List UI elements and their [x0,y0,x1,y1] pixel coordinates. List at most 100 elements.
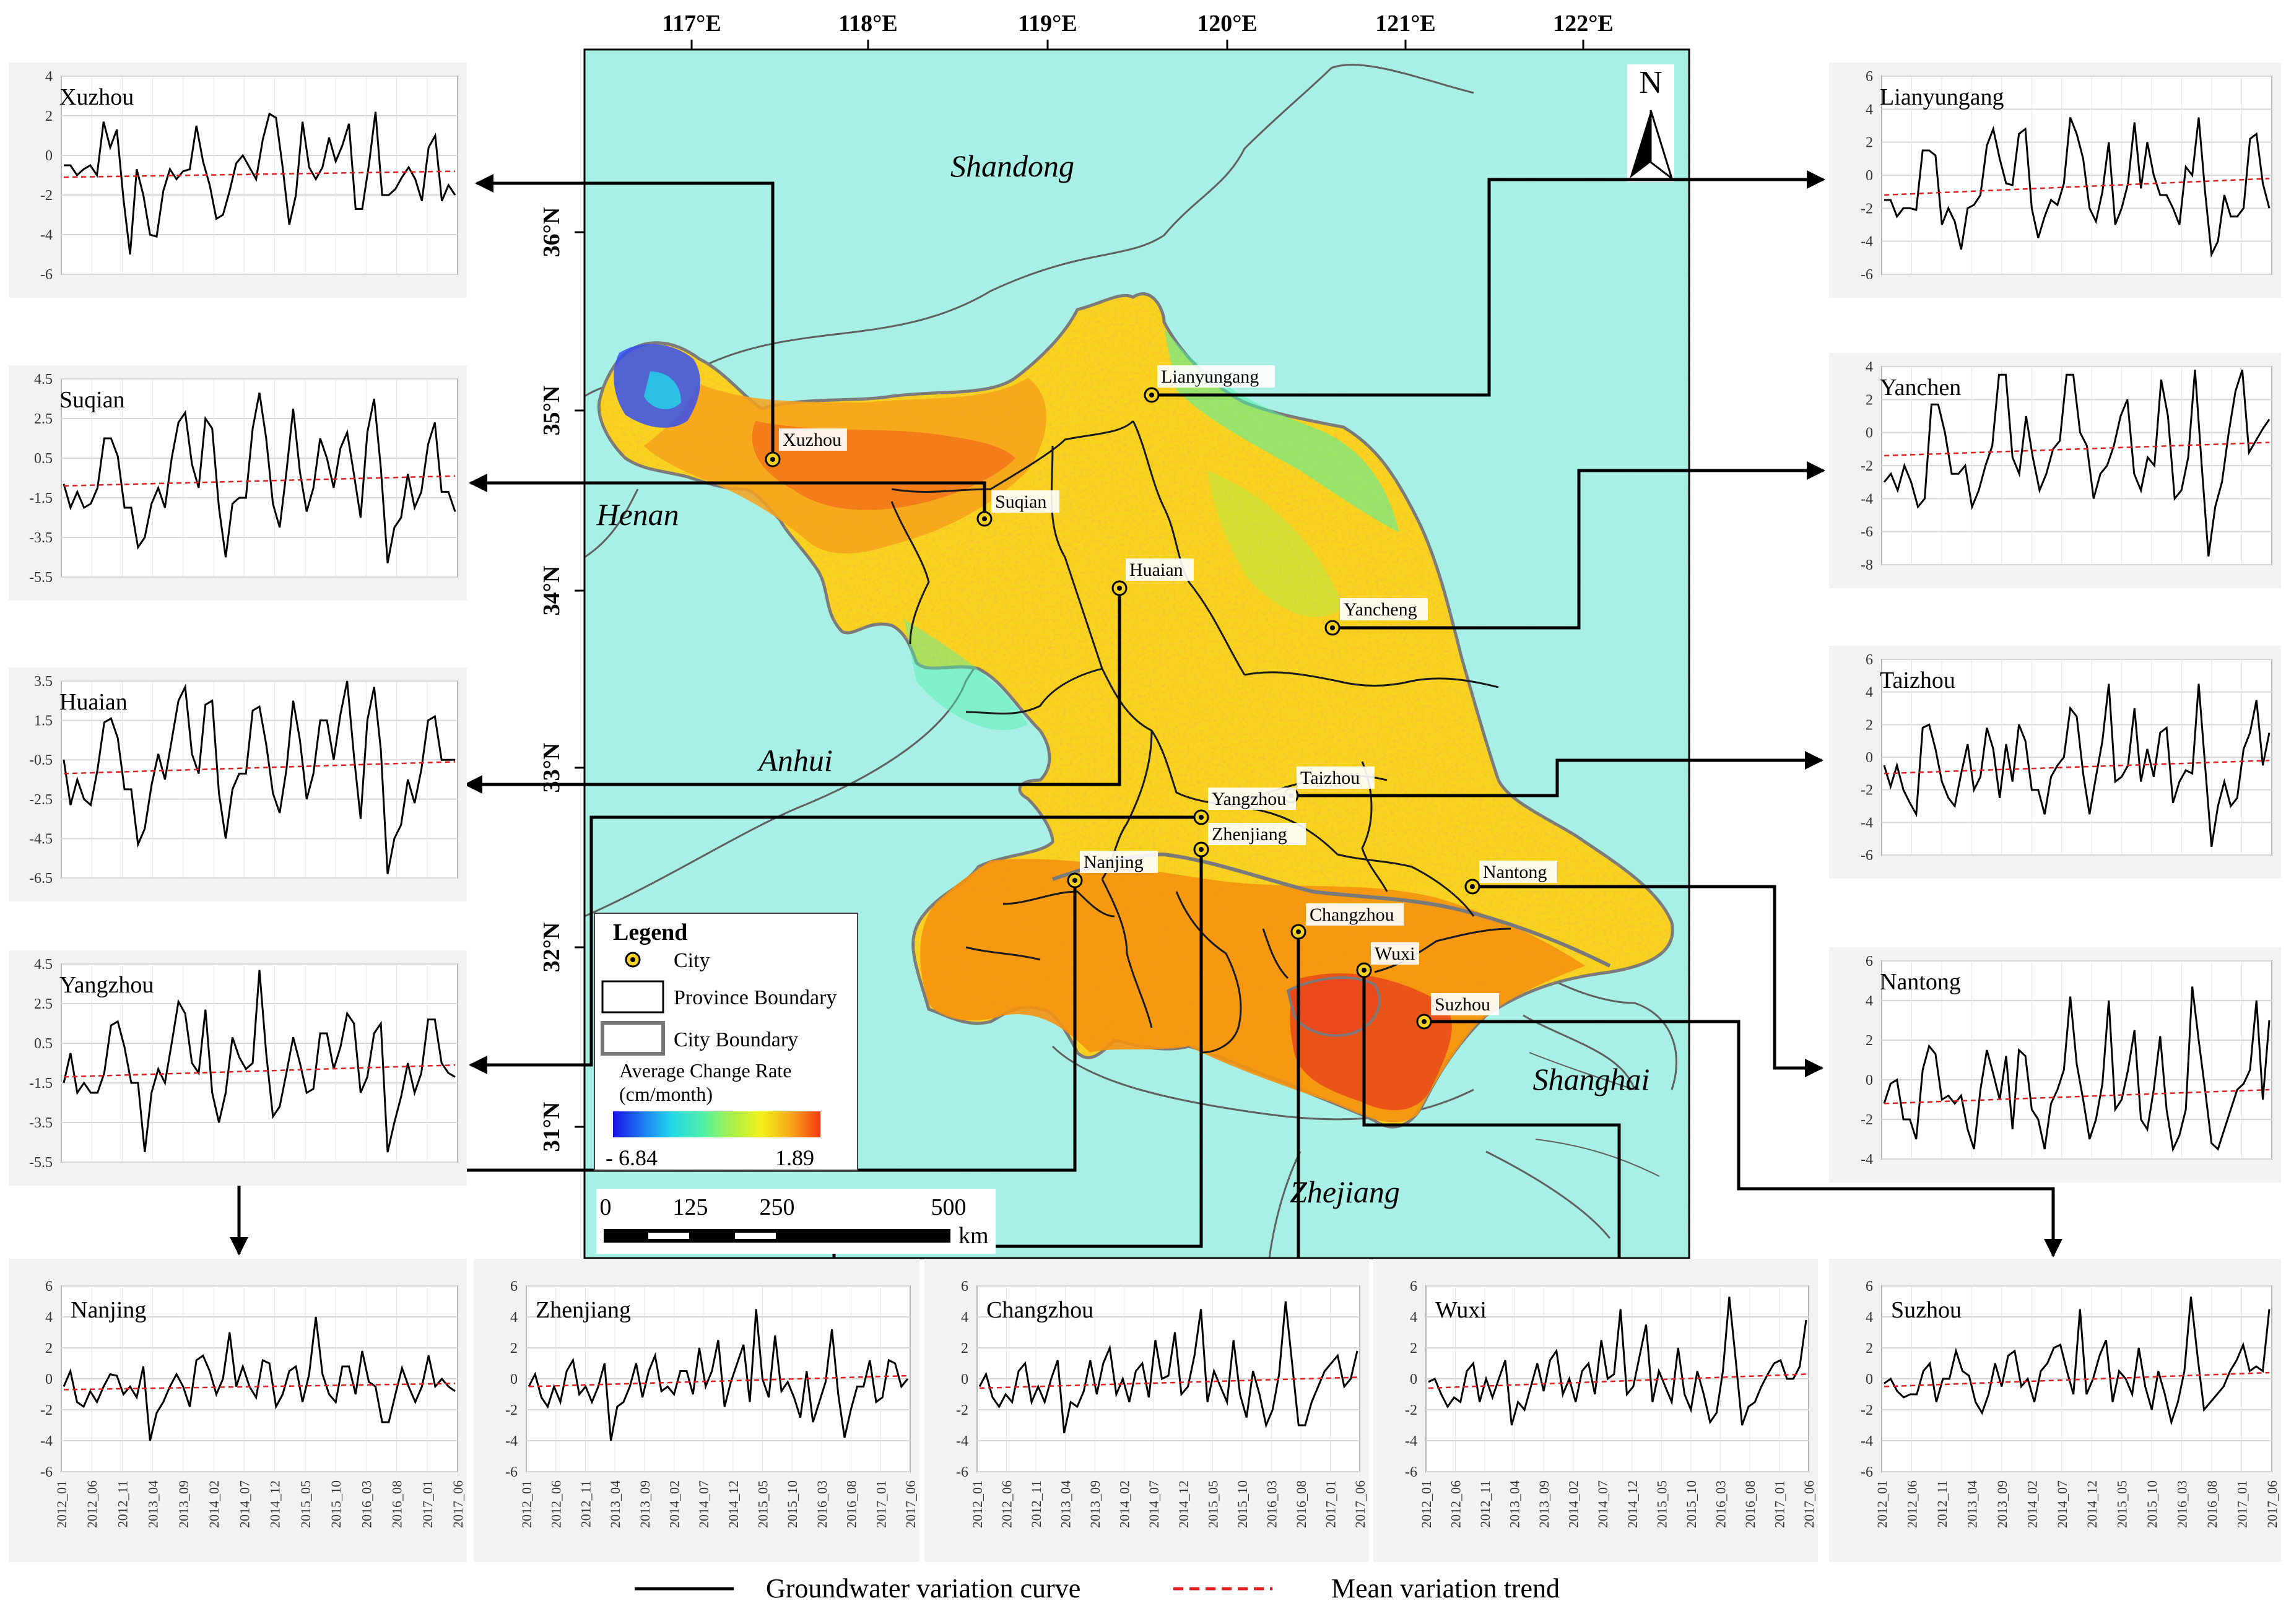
chart-panel-suzhou: 6 4 2 0 -2 -4 -6 Suzhou 2012_01 2012_06 2012_11 201… [1829,1259,2281,1562]
chart-panel-taizhou: 6 4 2 0 -2 -4 -6 Taizhou [1829,646,2281,879]
x-tick-label: 2012_06 [549,1480,564,1528]
y-tick-label: 0 [1866,1072,1873,1088]
x-tick-label: 2013_04 [607,1480,623,1528]
mean-variation-trend [528,1374,908,1387]
x-tick-label: 2014_02 [1566,1480,1581,1528]
x-tick-label: 2012_06 [84,1480,100,1528]
x-tick-label: 2013_04 [1507,1480,1523,1528]
chart-title: Suqian [59,387,125,413]
lon-label: 118°E [838,11,897,37]
x-tick-label: 2013_09 [1994,1480,2010,1528]
y-tick-label: -4 [40,227,53,243]
x-tick-label: 2014_07 [1595,1480,1610,1528]
region-labels: Shandong Henan Anhui Zhejiang Shanghai [596,149,1649,1209]
legend-trend-label: Mean variation trend [1331,1573,1560,1604]
y-tick-label: -4 [40,1433,53,1449]
x-tick-label: 2017_06 [2264,1480,2280,1528]
groundwater-variation-curve [1883,684,2271,848]
x-tick-label: 2017_01 [1323,1480,1338,1528]
x-tick-label: 2016_08 [844,1480,859,1528]
legend-rate-max: 1.89 [775,1145,814,1170]
legend-city-boundary-label: City Boundary [674,1028,798,1051]
y-tick-label: 0.5 [34,1036,53,1052]
y-tick-label: 6 [1410,1279,1417,1295]
chart-title: Yangzhou [59,972,154,998]
x-tick-label: 2016_03 [1264,1480,1279,1528]
y-tick-label: -6 [1861,524,1873,541]
chart-panel-yangzhou: 4.5 2.5 0.5 -1.5 -3.5 -5.5 Yangzhou [9,950,467,1186]
mean-variation-trend [63,475,456,487]
figure-legend: Groundwater variation curve Mean variati… [635,1573,1560,1604]
y-tick-label: 2 [961,1340,968,1357]
y-tick-label: -2 [40,1402,53,1418]
y-tick-label: 4 [1410,1309,1417,1326]
y-tick-label: 2 [510,1340,518,1357]
city-label: Nantong [1483,862,1547,882]
legend-rate-title: Average Change Rate [619,1059,791,1082]
chart-panel-nantong: 6 4 2 0 -2 -4 Nantong [1829,947,2281,1183]
groundwater-variation-curve [978,1301,1358,1433]
y-tick-label: 0 [510,1371,518,1387]
x-tick-label: 2012_01 [519,1480,534,1528]
x-tick-label: 2012_11 [115,1480,130,1527]
x-tick-label: 2016_03 [359,1480,374,1528]
y-tick-label: 6 [1866,953,1873,970]
chart-title: Nantong [1880,969,1961,995]
scale-label: 0 [600,1194,612,1220]
x-tick-label: 2013_04 [146,1480,161,1528]
y-tick-label: 2 [1866,1340,1873,1357]
x-tick-label: 2015_10 [1235,1480,1250,1528]
city-boundaries [890,420,1511,1054]
x-tick-label: 2012_01 [1874,1480,1890,1528]
lat-label: 32°N [539,923,565,973]
chart-title: Xuzhou [59,84,134,110]
y-tick-label: 4 [1866,102,1873,118]
chart-title: Changzhou [986,1297,1093,1323]
region-label-shandong: Shandong [950,149,1074,183]
city-label: Changzhou [1310,905,1394,925]
x-tick-label: 2012_11 [578,1480,593,1527]
x-tick-label: 2012_06 [1448,1480,1464,1528]
map-frame [583,48,1690,1259]
x-tick-label: 2012_11 [1934,1480,1950,1527]
y-tick-label: -6.5 [29,871,53,887]
groundwater-variation-curve [1883,986,2271,1153]
x-tick-label: 2014_07 [237,1480,252,1528]
city-label: Lianyungang [1161,367,1259,387]
mean-variation-trend [63,761,456,775]
y-tick-label: -0.5 [29,752,53,768]
y-tick-label: -6 [1861,267,1873,283]
y-tick-label: 4.5 [34,957,53,973]
y-tick-label: 4 [1866,993,1873,1009]
region-label-henan: Henan [596,497,679,532]
y-tick-label: 2 [1866,717,1873,733]
city-label: Suzhou [1435,994,1490,1015]
mean-variation-trend [1884,441,2270,457]
mean-variation-trend [1428,1373,1807,1389]
x-tick-label: 2016_08 [2204,1480,2220,1528]
x-tick-label: 2015_10 [328,1480,344,1528]
groundwater-variation-curve [528,1309,909,1441]
y-tick-label: -4 [1861,1152,1873,1168]
y-tick-label: 6 [510,1279,518,1295]
y-tick-label: -2 [1861,783,1873,799]
chart-panel-xuzhou: 4 2 0 -2 -4 -6 Xuzhou [9,63,467,298]
x-tick-label: 2017_06 [1801,1480,1817,1528]
lon-label: 121°E [1375,11,1436,37]
city-label: Xuzhou [783,430,841,450]
y-tick-label: -4 [1405,1433,1417,1449]
mean-variation-trend [1884,178,2270,196]
groundwater-variation-curve [63,970,456,1153]
x-tick-label: 2015_10 [784,1480,800,1528]
y-tick-label: 4 [1866,1309,1873,1326]
lat-label: 36°N [539,207,565,258]
groundwater-variation-curve [63,1316,456,1441]
x-tick-label: 2014_02 [666,1480,682,1528]
groundwater-variation-curve [63,393,456,563]
chart-panel-wuxi: 6 4 2 0 -2 -4 -6 Wuxi 2012_01 2012_06 2012_11 2013_… [1373,1259,1818,1562]
mean-variation-trend [63,1383,456,1391]
region-label-shanghai: Shanghai [1533,1062,1650,1096]
y-tick-label: -2 [1861,201,1873,217]
x-tick-label: 2017_01 [2235,1480,2250,1528]
chart-title: Yanchen [1880,375,1961,401]
